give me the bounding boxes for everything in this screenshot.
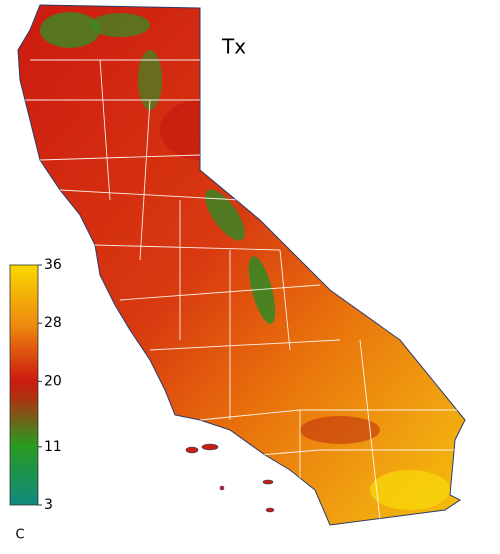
colorbar-ticks: 36 28 20 11 3 xyxy=(38,257,62,513)
colorbar-tick-label: 11 xyxy=(44,439,62,455)
islands xyxy=(185,443,275,513)
county-lines xyxy=(25,59,460,521)
colorbar-tick-label: 36 xyxy=(44,257,62,273)
colorbar xyxy=(9,264,39,506)
colorbar-tick-label: 3 xyxy=(44,497,53,513)
colorbar-tick-label: 28 xyxy=(44,315,62,331)
map-title: Tx xyxy=(221,35,246,59)
colorbar-tick-label: 20 xyxy=(44,373,62,389)
california xyxy=(17,4,466,526)
colorbar-unit: C xyxy=(15,528,24,543)
